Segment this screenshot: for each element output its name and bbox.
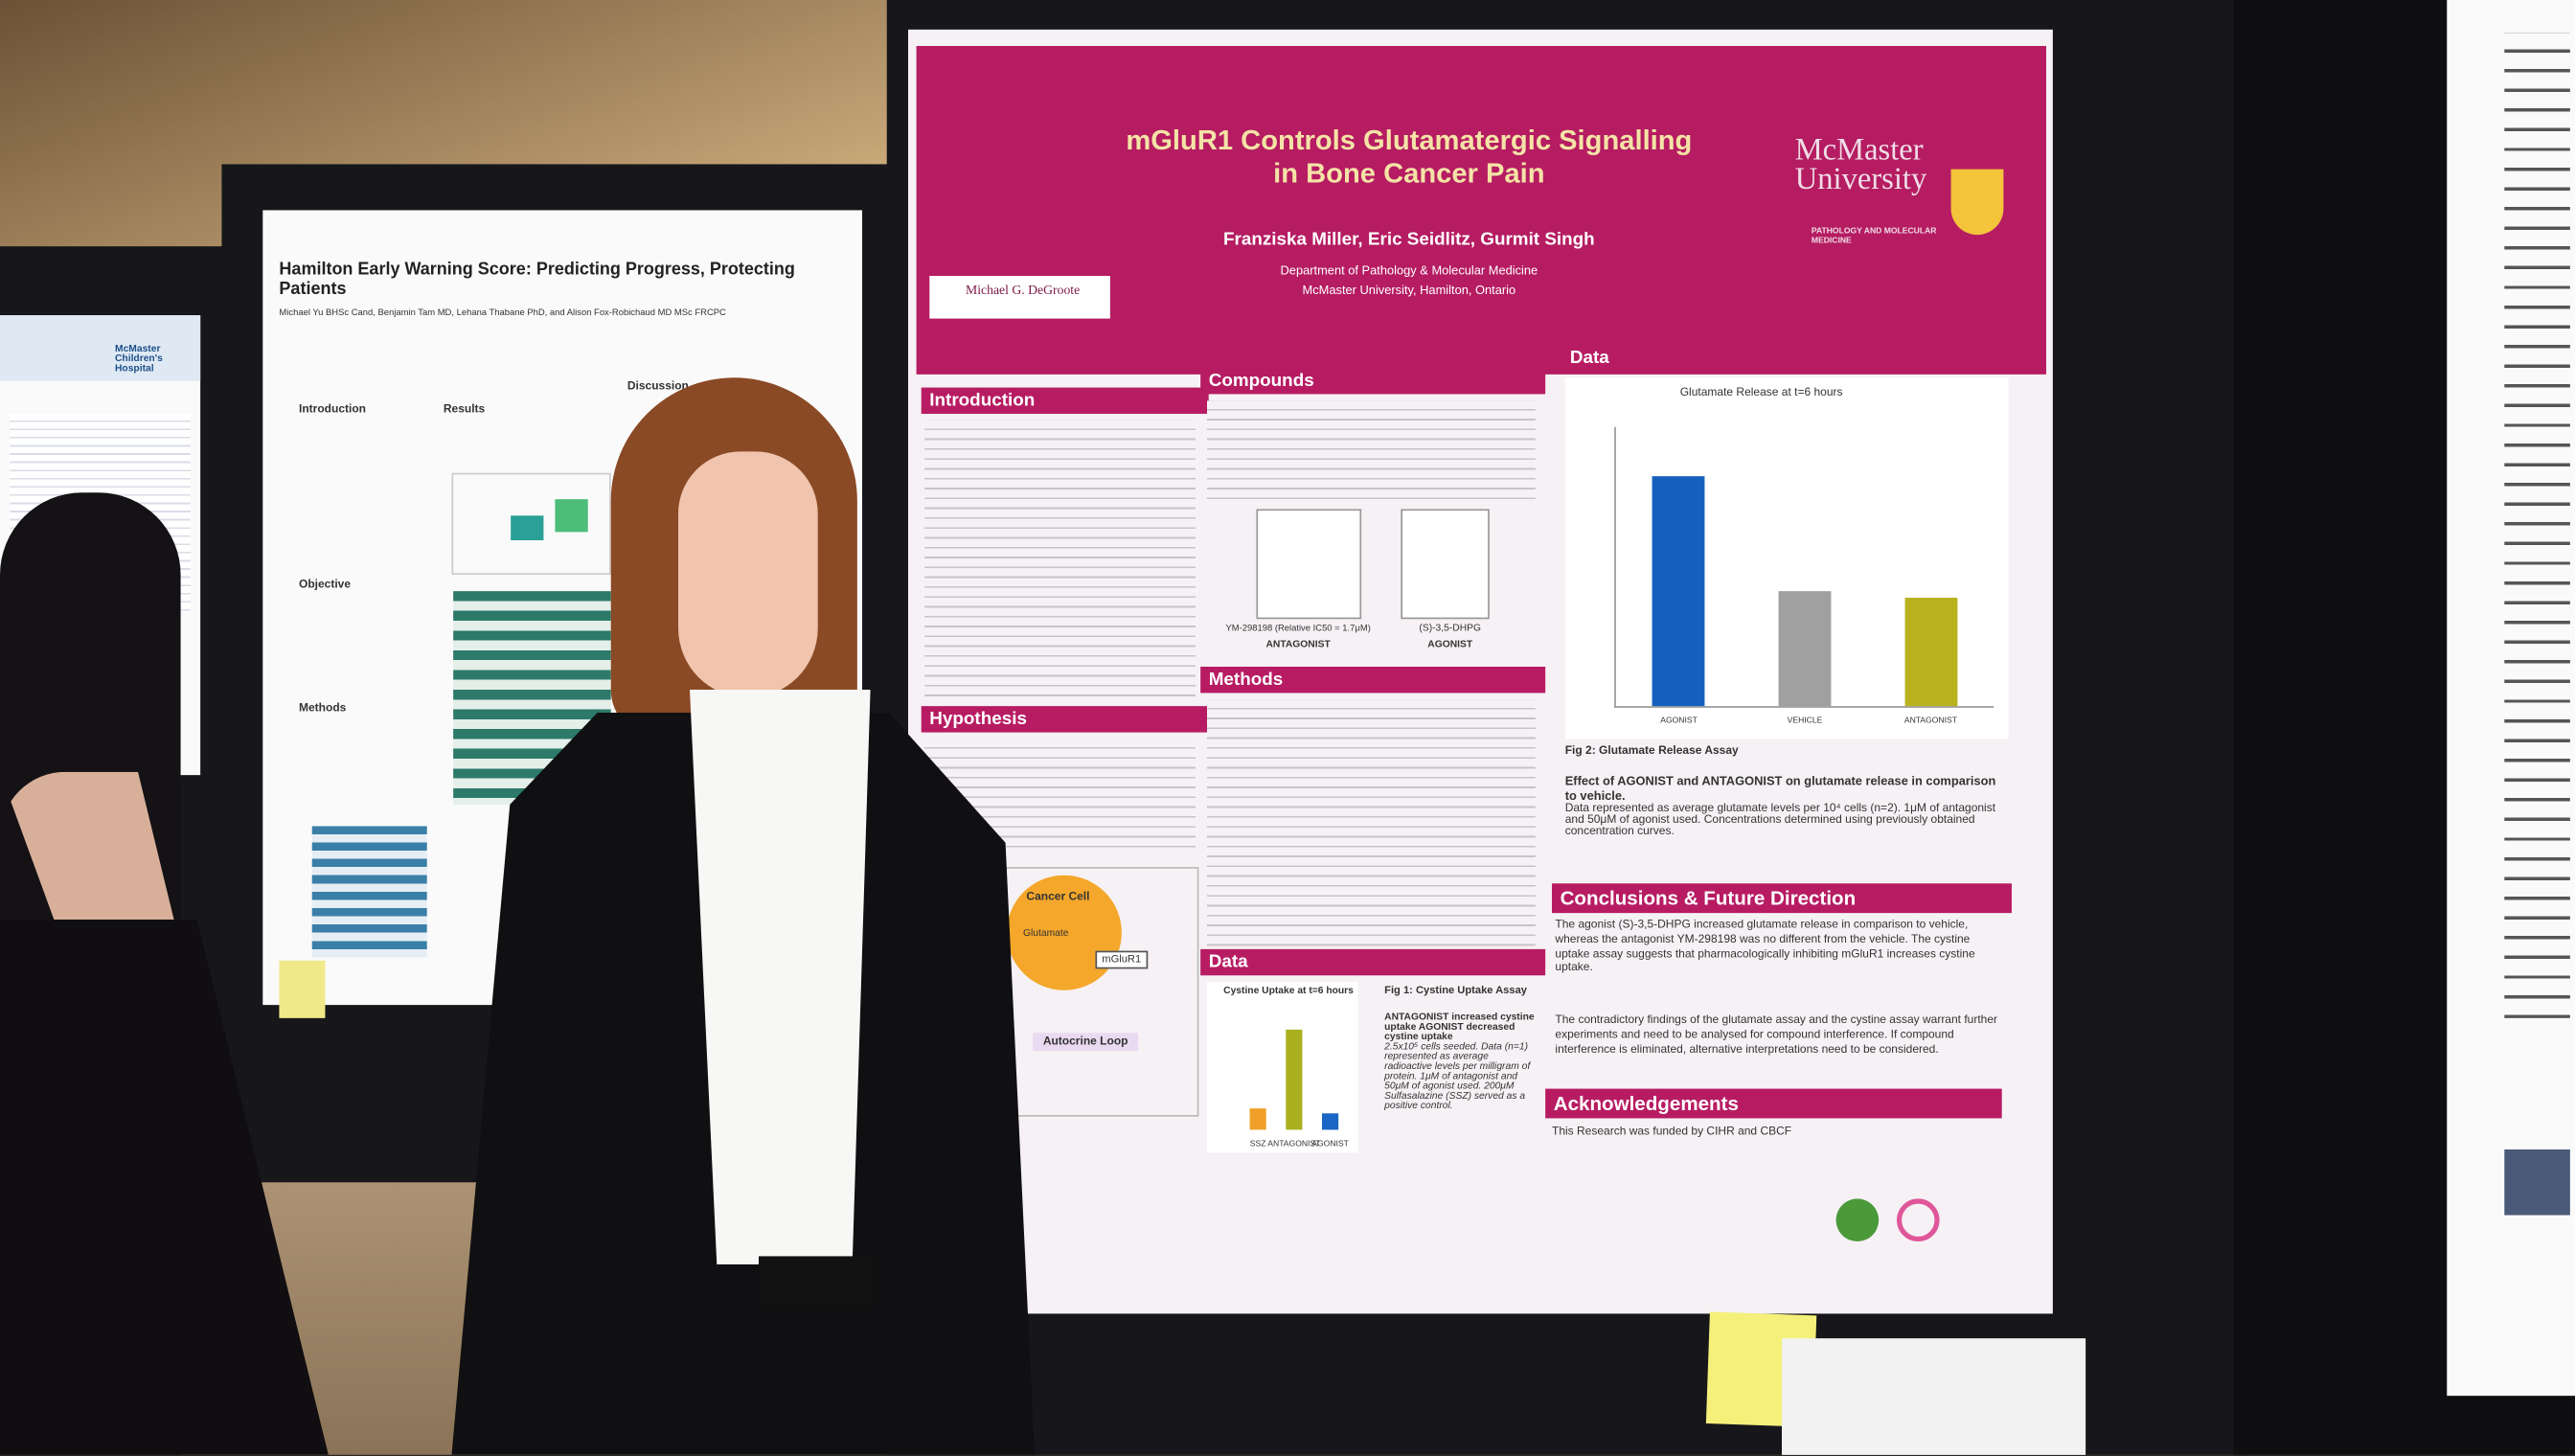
text-block xyxy=(1207,699,1536,946)
section-heading: Conclusions & Future Direction xyxy=(1552,883,2013,914)
sticky-note xyxy=(279,960,326,1018)
section-heading: Introduction xyxy=(299,403,366,416)
paragraph: The agonist (S)-3,5-DHPG increased gluta… xyxy=(1555,920,1975,975)
text-block xyxy=(924,420,1196,700)
caption-bold: Effect of AGONIST and ANTAGONIST on glut… xyxy=(1564,773,1996,804)
bar xyxy=(1250,1108,1266,1130)
bar xyxy=(1778,590,1832,707)
diagram-label: mGluR1 xyxy=(1095,950,1149,969)
x-tick-label: SSZ xyxy=(1249,1139,1266,1150)
x-tick-label: VEHICLE xyxy=(1787,716,1823,726)
diagram: Cancer Cell Glutamate mGluR1 Autocrine L… xyxy=(998,867,1199,1117)
section-heading: Data xyxy=(1200,948,1546,976)
belt xyxy=(759,1256,875,1306)
diagram-label: Glutamate xyxy=(1023,929,1069,940)
logo: McMaster University xyxy=(1794,132,1927,197)
structure xyxy=(1401,509,1490,620)
x-tick-label: ANTAGONIST xyxy=(1903,716,1957,726)
diagram-label: Autocrine Loop xyxy=(1033,1033,1139,1052)
plot-area: SSZ ANTAGONIST AGONIST xyxy=(1240,1014,1349,1149)
section-heading: Data xyxy=(1561,345,2025,372)
bar xyxy=(1903,598,1958,707)
figure-caption: Fig 2: Glutamate Release Assay Effect of… xyxy=(1565,745,2009,837)
affiliation: Department of Pathology & Molecular Medi… xyxy=(1280,262,1538,278)
section-heading: Methods xyxy=(299,702,347,715)
caption-title: Fig 1: Cystine Uptake Assay xyxy=(1384,985,1527,997)
compound-name: YM-298198 (Relative IC50 = 1.7μM) xyxy=(1225,624,1371,634)
affiliation: McMaster University, Hamilton, Ontario xyxy=(1302,282,1516,298)
caption-title: Fig 2: Glutamate Release Assay xyxy=(1564,745,1739,758)
poster xyxy=(2447,0,2575,1397)
poster-authors: Franziska Miller, Eric Seidlitz, Gurmit … xyxy=(1222,230,1595,250)
bar xyxy=(1652,476,1706,707)
section-heading: Objective xyxy=(299,580,352,592)
paper-sheet xyxy=(1782,1338,2086,1455)
diagram-label: Cancer Cell xyxy=(1026,891,1090,903)
text-block xyxy=(1207,400,1536,500)
paragraph: The contradictory findings of the glutam… xyxy=(1555,1014,1998,1056)
compound-role: AGONIST xyxy=(1427,640,1473,650)
poster-title: Hamilton Early Warning Score: Predicting… xyxy=(279,259,795,300)
logo-subtitle: PATHOLOGY AND MOLECULAR MEDICINE xyxy=(1811,226,1937,247)
funder-logo xyxy=(1897,1198,1940,1242)
section-heading: Introduction xyxy=(921,387,1209,415)
section-heading: Hypothesis xyxy=(921,706,1209,733)
shirt xyxy=(690,690,871,1265)
section-heading: Methods xyxy=(1200,667,1546,694)
poster-header: mGluR1 Controls Glutamatergic Signalling… xyxy=(916,46,2047,375)
chart-title: Cystine Uptake at t=6 hours xyxy=(1223,987,1354,997)
sponsor-logo: Michael G. DeGroote xyxy=(929,276,1110,319)
face xyxy=(678,451,818,698)
structure xyxy=(1256,509,1362,620)
chart-title: Glutamate Release at t=6 hours xyxy=(1679,387,1843,399)
crest xyxy=(1950,169,2004,236)
section-heading: Discussion xyxy=(627,380,689,393)
poster: mGluR1 Controls Glutamatergic Signalling… xyxy=(908,29,2053,1314)
section-heading: Compounds xyxy=(1200,368,1546,395)
bar xyxy=(1322,1112,1338,1130)
x-tick-label: AGONIST xyxy=(1311,1139,1349,1150)
section-heading: Acknowledgements xyxy=(1545,1088,2002,1119)
compound-name: (S)-3,5-DHPG xyxy=(1419,624,1481,634)
chart-figure xyxy=(451,472,611,576)
paragraph: This Research was funded by CIHR and CBC… xyxy=(1552,1126,1792,1139)
compound-role: ANTAGONIST xyxy=(1265,640,1331,650)
plot-area: AGONIST VEHICLE ANTAGONIST xyxy=(1614,426,1994,726)
caption-text: Data represented as average glutamate le… xyxy=(1564,803,1996,838)
chart: Cystine Uptake at t=6 hours SSZ ANTAGONIS… xyxy=(1207,982,1358,1153)
caption-text: 2.5x10⁵ cells seeded. Data (n=1) represe… xyxy=(1384,1042,1531,1112)
x-tick-label: AGONIST xyxy=(1660,716,1698,726)
funder-logo xyxy=(1835,1198,1880,1242)
section-heading: Results xyxy=(443,403,486,416)
bar xyxy=(1286,1029,1302,1130)
figure-caption: Fig 1: Cystine Uptake Assay ANTAGONIST i… xyxy=(1384,986,1536,1112)
poster-authors: Michael Yu BHSc Cand, Benjamin Tam MD, L… xyxy=(279,308,726,319)
caption-bold: ANTAGONIST increased cystine uptake AGON… xyxy=(1384,1012,1535,1043)
poster-title: mGluR1 Controls Glutamatergic Signalling… xyxy=(1126,125,1693,190)
chart: Glutamate Release at t=6 hours AGONIST VE… xyxy=(1564,377,2009,739)
logo: McMaster Children's Hospital xyxy=(115,345,163,375)
x-tick-label: ANTAGONIST xyxy=(1267,1139,1321,1150)
table xyxy=(311,826,427,958)
